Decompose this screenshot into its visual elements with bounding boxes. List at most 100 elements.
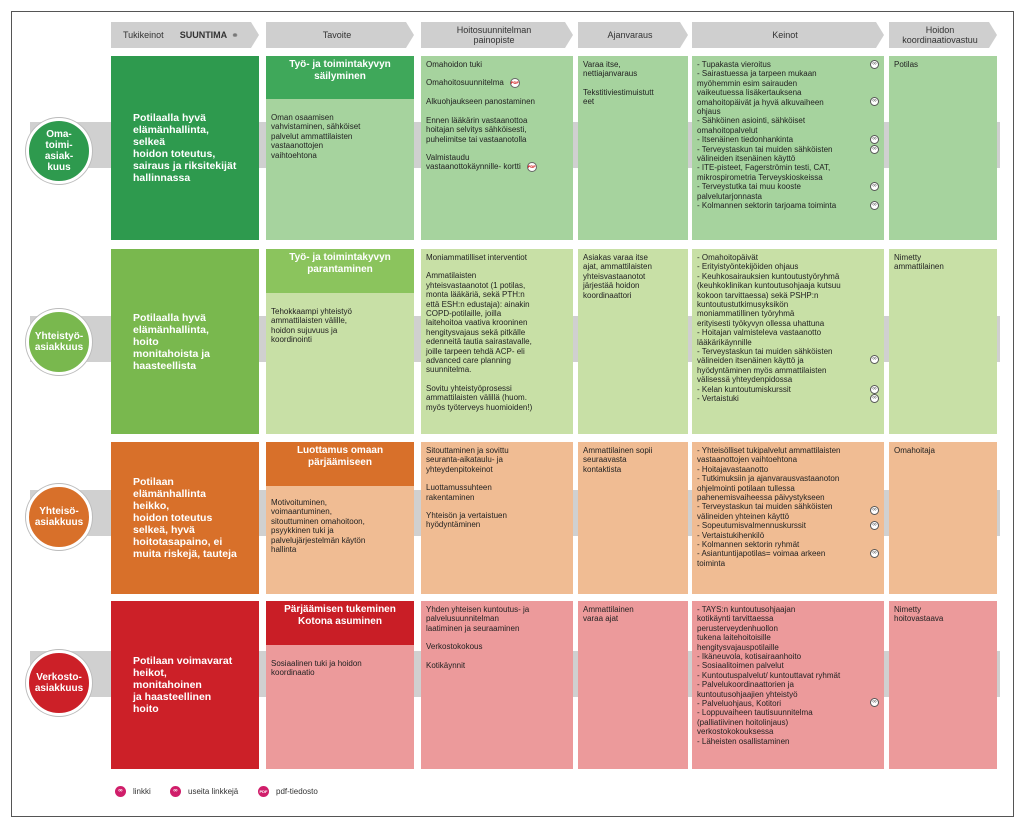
row-circle-omatoimiasiakkuus: Oma- toimi- asiak- kuus [26, 118, 92, 184]
multiple-links-icon: ∞ [170, 786, 181, 797]
focus-item: Moniammatilliset interventiot [426, 253, 527, 262]
means-cell-4: - TAYS:n kuntoutusohjaajan kotikäynti ta… [692, 601, 884, 769]
focus-item: Ennen lääkärin vastaanottoa hoitajan sel… [426, 115, 528, 144]
focus-cell-3: Sitouttaminen ja sovittu seuranta-aikata… [421, 442, 573, 594]
header-ajanvaraus: Ajanvaraus [578, 22, 688, 48]
goal-title-2: Työ- ja toimintakyvyn parantaminen [266, 249, 414, 293]
goal-body-3: Motivoituminen, voimaantuminen, sitouttu… [266, 486, 414, 594]
focus-cell-2: Moniammatilliset interventiot Ammatilais… [421, 249, 573, 434]
means-item: - Yhteisölliset tukipalvelut ammattilais… [697, 446, 841, 465]
goal-body-4: Sosiaalinen tuki ja hoidon koordinaatio [266, 645, 414, 769]
link-icon[interactable]: ∞ [870, 384, 879, 394]
legend-pdf: PDF pdf-tiedosto [258, 786, 318, 797]
goal-body-2: Tehokkaampi yhteistyö ammattilaisten väl… [266, 293, 414, 434]
focus-item: Valmistaudu vastaanottokäynnille- kortti… [426, 153, 537, 173]
means-item: - Sosiaalitoimen palvelut [697, 661, 784, 671]
coord-cell-4: Nimetty hoitovastaava [889, 601, 997, 769]
row-main-4: Potilaan voimavarat heikot, monitahoinen… [111, 601, 259, 769]
row-main-1: Potilaalla hyvä elämänhallinta, selkeä h… [111, 56, 259, 240]
means-item: - Vertaistuki ∞ [697, 394, 879, 404]
means-item: - Kelan kuntoutumiskurssit ∞ [697, 384, 879, 394]
focus-item: Sovitu yhteistyöprosessi ammattilaisten … [426, 383, 533, 412]
means-item: - Hoitajan valmisteleva vastaanotto lääk… [697, 328, 822, 347]
chain-link-icon[interactable]: ⚭ [231, 30, 239, 40]
legend-links-label: useita linkkejä [188, 787, 239, 796]
goal-title-1: Työ- ja toimintakyvyn säilyminen [266, 56, 414, 99]
means-item: - Terveystaskun tai muiden sähköisten vä… [697, 144, 879, 164]
legend-links: ∞ useita linkkejä [170, 786, 238, 797]
means-item: - Terveystutka tai muu kooste palvelutar… [697, 182, 879, 201]
booking-item: Tekstitiviestimuistutt eet [583, 87, 654, 107]
means-item: - Omahoitopäivät [697, 253, 758, 262]
means-item: - Sairastuessa ja tarpeen mukaan myöhemm… [697, 69, 879, 116]
means-item: - Loppuvaiheen tautisuunnitelma (palliat… [697, 698, 879, 736]
means-item: - Ikäneuvola, kotisairaanhoito [697, 652, 802, 662]
booking-cell-4: Ammattilainen varaa ajat [578, 601, 688, 769]
focus-cell-1: Omahoidon tuki Omahoitosuunnitelma PDF Al… [421, 56, 573, 240]
goal-body-1: Oman osaamisen vahvistaminen, sähköiset … [266, 99, 414, 240]
focus-item: Yhden yhteisen kuntoutus- ja palvelusuun… [426, 605, 530, 633]
means-item: - Kolmannen sektorin ryhmät [697, 540, 800, 550]
means-item: - Palvelukoordinaattorien ja kuntoutusoh… [697, 680, 798, 699]
goal-title-4: Pärjäämisen tukeminen Kotona asuminen [266, 601, 414, 645]
means-cell-1: - Tupakasta vieroitus ∞ - Sairastuessa ja… [692, 56, 884, 240]
pdf-icon[interactable]: PDF [509, 78, 520, 89]
focus-item: Omahoitosuunnitelma PDF [426, 78, 520, 89]
goal-title-3: Luottamus omaan pärjäämiseen [266, 442, 414, 486]
row-circle-yhteistyoasiakkuus: Yhteistyö- asiakkuus [26, 309, 92, 375]
link-icon[interactable]: ∞ [870, 521, 879, 531]
booking-cell-3: Ammattilainen sopii seuraavasta kontakti… [578, 442, 688, 594]
pdf-icon[interactable]: PDF [526, 162, 537, 173]
means-item: - Kolmannen sektorin tarjoama toiminta ∞ [697, 201, 879, 211]
means-item: - ITE-pisteet, Fagerströmin testi, CAT, … [697, 163, 831, 182]
focus-item: Sitouttaminen ja sovittu seuranta-aikata… [426, 446, 509, 474]
link-icon[interactable]: ∞ [870, 60, 879, 69]
link-icon[interactable]: ∞ [870, 355, 879, 365]
coord-cell-3: Omahoitaja [889, 442, 997, 594]
focus-item: Omahoidon tuki [426, 60, 483, 69]
focus-cell-4: Yhden yhteisen kuntoutus- ja palvelusuun… [421, 601, 573, 769]
link-icon[interactable]: ∞ [870, 182, 879, 192]
coord-cell-1: Potilas [889, 56, 997, 240]
means-item: - Vertaistukihenkilö [697, 530, 765, 540]
link-icon[interactable]: ∞ [870, 201, 879, 211]
means-item: - Asiantuntijapotilas= voimaa arkeen toi… [697, 549, 879, 568]
booking-item: Asiakas varaa itse ajat, ammattilaisten … [583, 253, 652, 300]
legend-link-label: linkki [133, 787, 151, 796]
booking-item: Ammattilainen varaa ajat [583, 605, 634, 624]
header-suuntima-label[interactable]: SUUNTIMA [179, 30, 228, 40]
means-item: - Palveluohjaus, Kotitori [697, 699, 782, 709]
means-item: - Läheisten osallistaminen [697, 736, 790, 746]
link-icon: ∞ [115, 786, 126, 797]
means-item: - Erityistyöntekijöiden ohjaus [697, 262, 799, 272]
row-circle-verkostoasiakkuus: Verkosto- asiakkuus [26, 650, 92, 716]
link-icon[interactable]: ∞ [870, 97, 879, 107]
legend-link: ∞ linkki [115, 786, 151, 797]
coord-cell-2: Nimetty ammattilainen [889, 249, 997, 434]
means-item: - Terveystaskun tai muiden sähköisten vä… [697, 347, 879, 385]
means-item: - Keuhkosairauksien kuntoutustyöryhmä (k… [697, 271, 841, 328]
legend-pdf-label: pdf-tiedosto [276, 787, 318, 796]
link-icon[interactable]: ∞ [870, 549, 879, 559]
means-item: - Itsenäinen tiedonhankinta ∞ [697, 135, 879, 145]
means-item: - Terveystaskun tai muiden sähköisten vä… [697, 502, 879, 521]
means-cell-2: - Omahoitopäivät - Erityistyöntekijöiden… [692, 249, 884, 434]
booking-cell-1: Varaa itse, nettiajanvaraus Tekstitivies… [578, 56, 688, 240]
link-icon[interactable]: ∞ [870, 506, 879, 516]
header-tukikeinot-label: Tukikeinot [123, 30, 164, 40]
booking-cell-2: Asiakas varaa itse ajat, ammattilaisten … [578, 249, 688, 434]
link-icon[interactable]: ∞ [870, 135, 879, 145]
link-icon[interactable]: ∞ [870, 698, 879, 708]
header-tukikeinot: Tukikeinot SUUNTIMA ⚭ [111, 22, 259, 48]
link-icon[interactable]: ∞ [870, 144, 879, 154]
means-cell-3: - Yhteisölliset tukipalvelut ammattilais… [692, 442, 884, 594]
pdf-icon: PDF [258, 786, 269, 797]
row-circle-yhteisoasiakkuus: Yhteisö- asiakkuus [26, 484, 92, 550]
header-painopiste: Hoitosuunnitelman painopiste [421, 22, 573, 48]
booking-item: Ammattilainen sopii seuraavasta kontakti… [583, 446, 653, 474]
link-icon[interactable]: ∞ [870, 394, 879, 404]
focus-item: Yhteisön ja vertaistuen hyödyntäminen [426, 511, 507, 530]
header-vastuu: Hoidon koordinaatiovastuu [889, 22, 997, 48]
means-item: - Sopeutumisvalmennuskurssit ∞ [697, 521, 879, 531]
means-item: - Tupakasta vieroitus ∞ [697, 60, 879, 69]
